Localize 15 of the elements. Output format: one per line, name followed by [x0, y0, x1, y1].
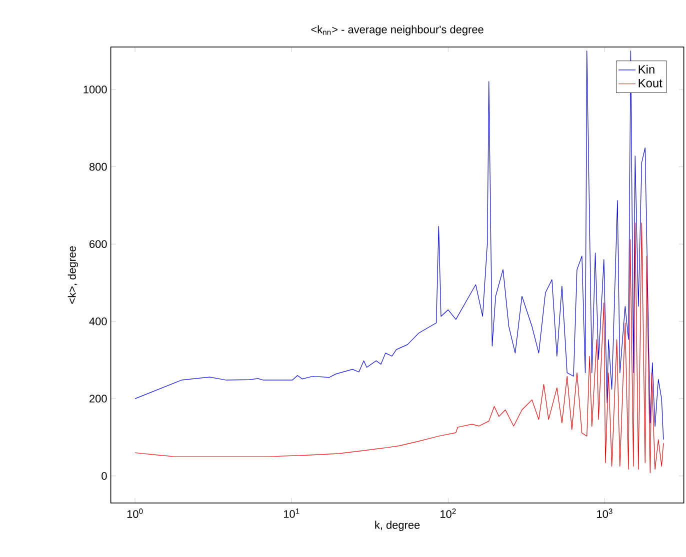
- chart-title: <k$_{nn}$> - average neighbour's degree: [311, 25, 484, 36]
- y-tick-label: 600: [90, 240, 107, 248]
- y-tick-label: 0: [102, 472, 107, 480]
- y-axis-title: <k>, degree: [68, 246, 78, 304]
- y-tick-label: 1000: [84, 86, 107, 94]
- x-tick-label: 10$^{1}$: [284, 508, 300, 518]
- y-tick-label: 400: [89, 318, 107, 326]
- x-tick-label: 10$^{2}$: [440, 508, 456, 518]
- legend-label: Kout: [638, 79, 662, 88]
- legend-label: Kin: [638, 64, 654, 74]
- y-tick-label: 800: [89, 162, 107, 171]
- y-tick-label: 200: [90, 394, 107, 403]
- x-tick-label: 10$^{3}$: [597, 508, 612, 518]
- x-tick-label: 10$^{0}$: [127, 508, 143, 518]
- x-axis-title: k, degree: [375, 520, 420, 531]
